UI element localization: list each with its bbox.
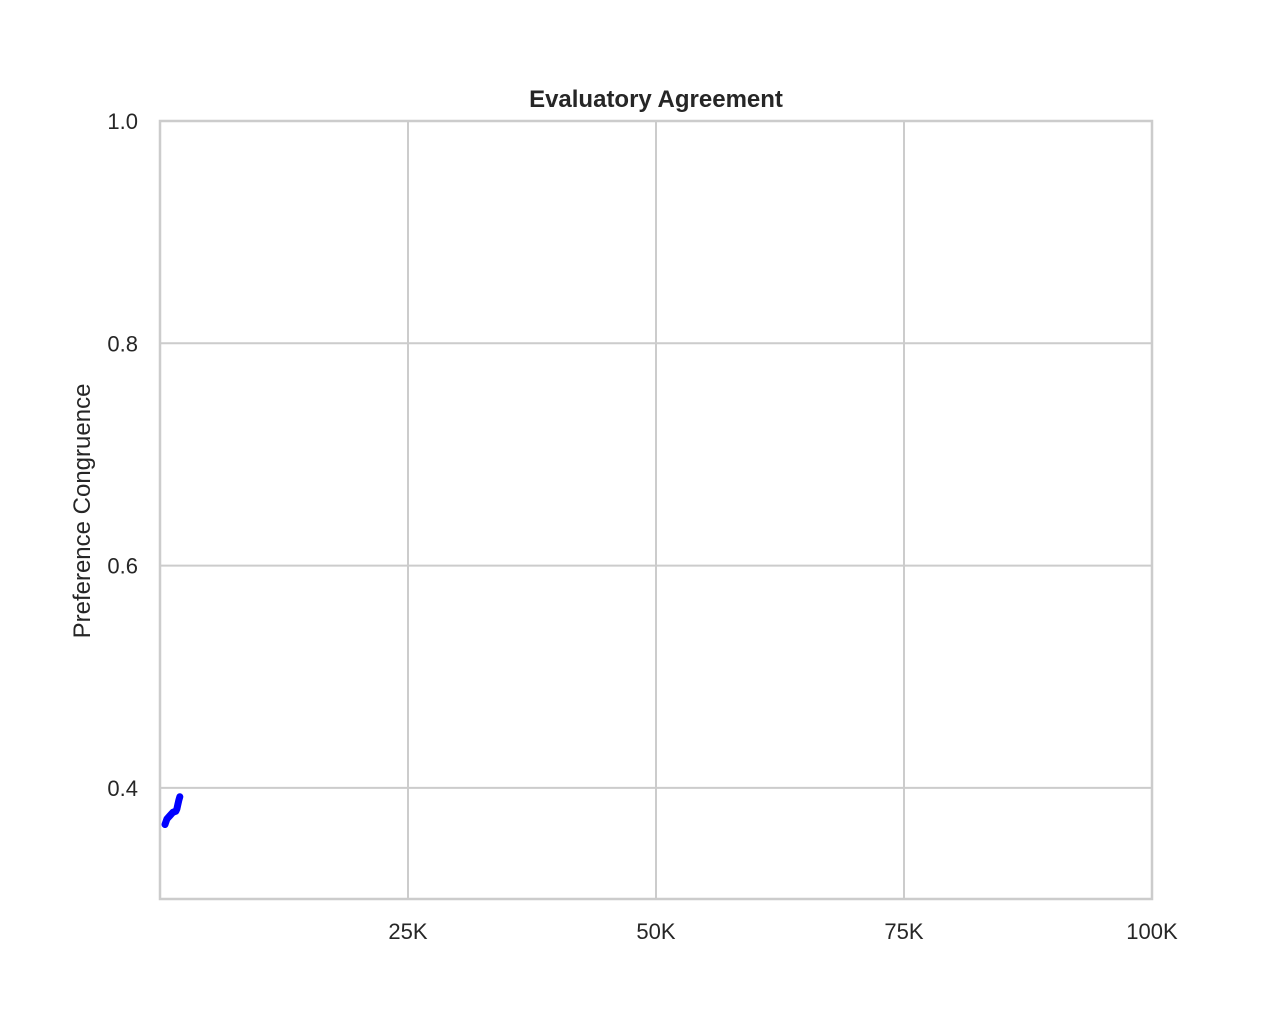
y-tick-label: 1.0	[107, 109, 138, 134]
x-tick-label: 100K	[1126, 919, 1178, 944]
y-tick-label: 0.8	[107, 331, 138, 356]
y-axis-label: Preference Congruence	[69, 384, 96, 639]
chart-title: Evaluatory Agreement	[529, 86, 783, 113]
x-tick-labels: 25K 50K 75K 100K	[388, 919, 1178, 944]
x-tick-label: 75K	[884, 919, 923, 944]
series-layer	[161, 793, 184, 829]
x-tick-label: 25K	[388, 919, 427, 944]
series-line	[161, 793, 184, 829]
y-tick-label: 0.4	[107, 776, 138, 801]
y-tick-labels: 0.4 0.6 0.8 1.0	[107, 109, 138, 801]
x-tick-label: 50K	[636, 919, 675, 944]
y-tick-label: 0.6	[107, 554, 138, 579]
plot-frame	[158, 119, 1154, 901]
